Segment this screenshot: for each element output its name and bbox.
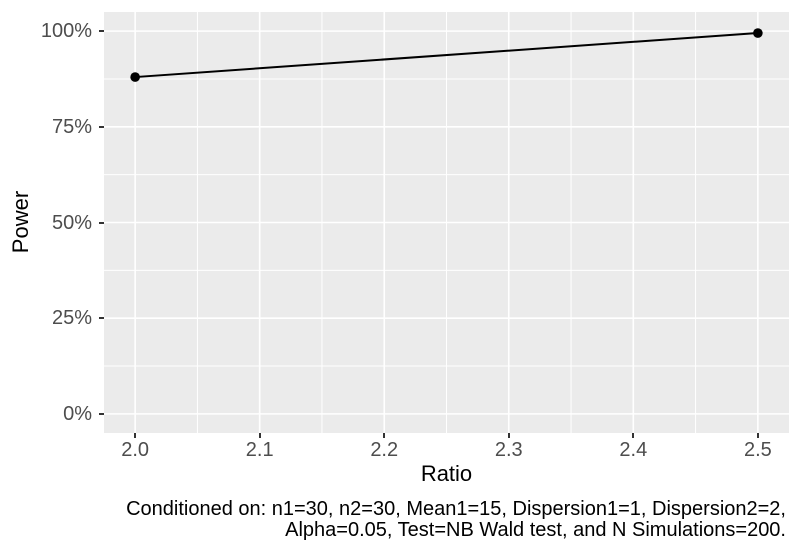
- x-axis-tick-mark: [507, 433, 510, 438]
- plot-panel: [104, 12, 789, 433]
- y-axis-tick-label: 100%: [40, 20, 92, 43]
- x-axis-tick-mark: [383, 433, 386, 438]
- x-axis-tick-label: 2.2: [370, 439, 399, 461]
- chart-caption: Conditioned on: n1=30, n2=30, Mean1=15, …: [126, 499, 786, 541]
- chart-svg: [104, 12, 789, 433]
- y-axis-tick-mark: [99, 412, 104, 415]
- y-axis-tick-mark: [99, 30, 104, 33]
- y-axis-tick-mark: [99, 221, 104, 224]
- caption-line-1: Conditioned on: n1=30, n2=30, Mean1=15, …: [126, 498, 786, 520]
- x-axis-tick-mark: [632, 433, 635, 438]
- y-axis-tick-mark: [99, 317, 104, 320]
- y-axis-tick-label: 50%: [51, 211, 92, 234]
- x-axis-tick-label: 2.0: [121, 439, 150, 461]
- y-axis-tick-label: 75%: [51, 115, 92, 138]
- x-axis-title: Ratio: [420, 461, 473, 486]
- x-axis-tick-mark: [756, 433, 759, 438]
- data-point: [130, 72, 140, 82]
- y-axis-tick-label: 0%: [63, 402, 92, 425]
- y-axis-tick-mark: [99, 125, 104, 128]
- x-axis-tick-label: 2.4: [619, 439, 648, 461]
- x-axis-tick-mark: [258, 433, 261, 438]
- x-axis-tick-mark: [134, 433, 137, 438]
- series-line-power: [135, 32, 758, 79]
- y-axis-tick-label: 25%: [51, 307, 92, 330]
- x-axis-tick-label: 2.5: [743, 439, 772, 461]
- x-axis-tick-label: 2.1: [245, 439, 274, 461]
- caption-line-2: Alpha=0.05, Test=NB Wald test, and N Sim…: [285, 519, 786, 541]
- x-axis-tick-label: 2.3: [494, 439, 523, 461]
- data-point: [753, 28, 763, 38]
